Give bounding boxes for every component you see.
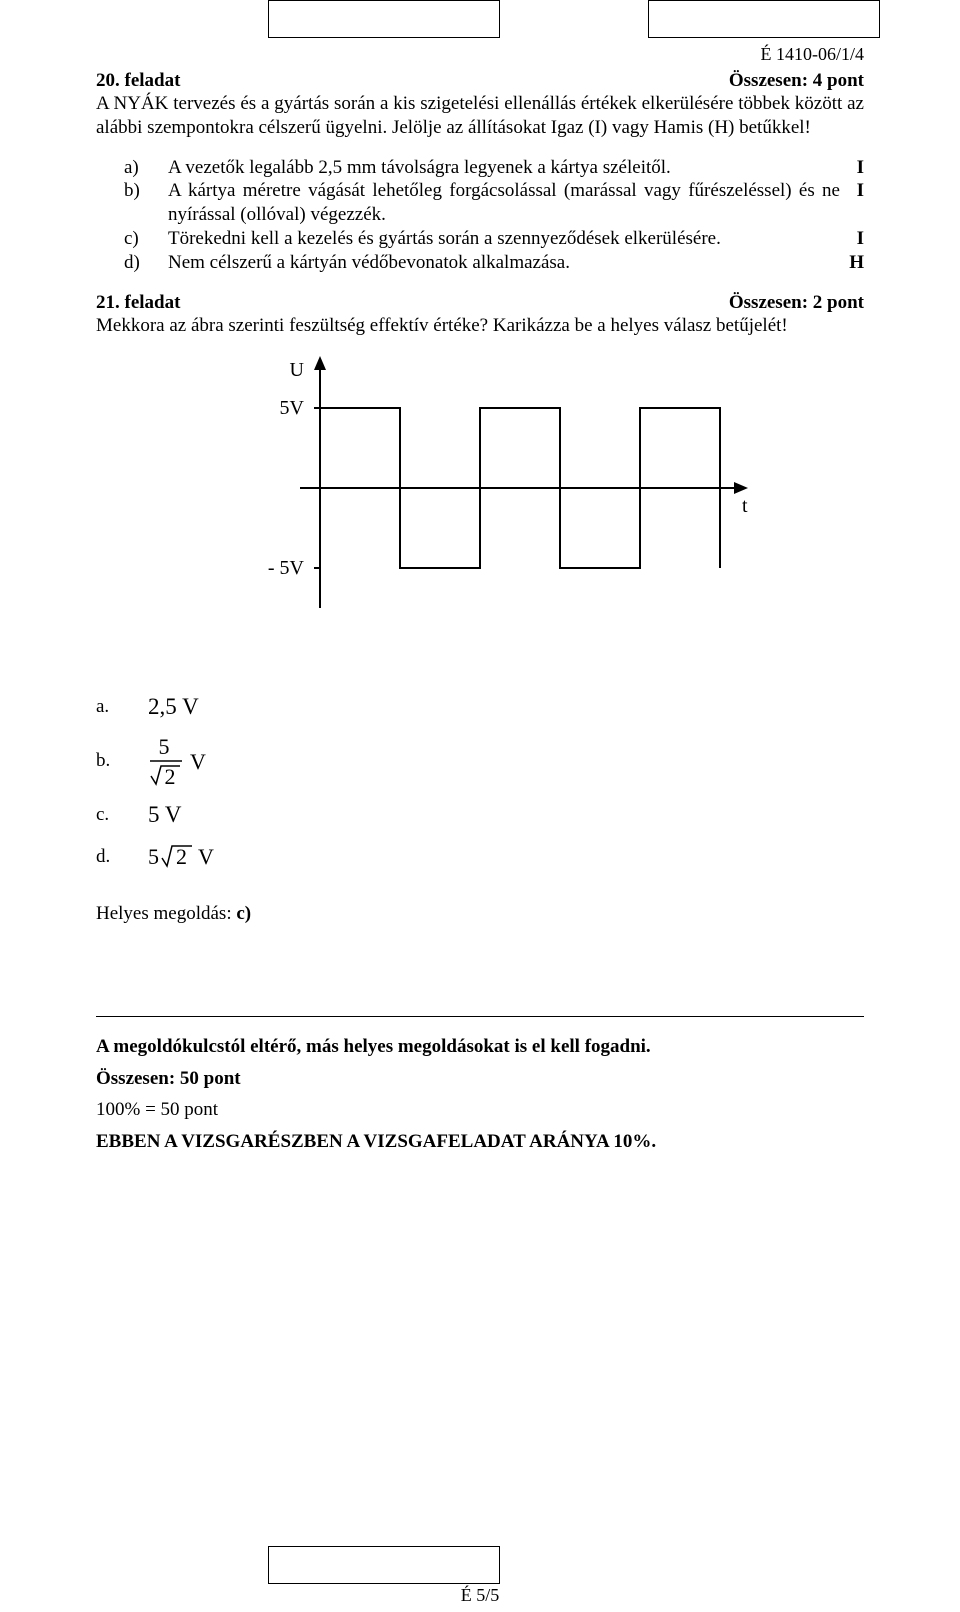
content: 20. feladat Összesen: 4 pont A NYÁK terv… (96, 70, 864, 1154)
statement-text: Nem célszerű a kártyán védőbevonatok alk… (168, 251, 840, 275)
task20-intro: A NYÁK tervezés és a gyártás során a kis… (96, 92, 864, 140)
option-d[interactable]: d. 52V (96, 842, 864, 872)
option-c[interactable]: c. 5 V (96, 802, 864, 828)
conclusion-ratio: EBBEN A VIZSGARÉSZBEN A VIZSGAFELADAT AR… (96, 1130, 864, 1154)
square-wave-svg: U 5V - 5V t (200, 348, 760, 628)
svg-text:U: U (290, 359, 305, 381)
document-id: É 1410-06/1/4 (761, 44, 865, 65)
fraction-icon: 5 2V (148, 734, 218, 788)
statement-answer: I (840, 227, 864, 251)
task21-solution: Helyes megoldás: c) (96, 902, 864, 926)
option-text: 2,5 V (148, 694, 199, 720)
statement-text: Törekedni kell a kezelés és gyártás sorá… (168, 227, 840, 251)
statement-label: b) (96, 179, 168, 203)
square-wave-chart: U 5V - 5V t (96, 348, 864, 628)
top-box-left[interactable] (268, 0, 500, 38)
statement-answer: H (840, 251, 864, 275)
task21-title: 21. feladat (96, 292, 180, 314)
option-label: b. (96, 750, 148, 772)
statement-answer: I (840, 156, 864, 180)
task20-statements: a) A vezetők legalább 2,5 mm távolságra … (96, 156, 864, 275)
top-box-right[interactable] (648, 0, 880, 38)
task21-question: Mekkora az ábra szerinti feszültség effe… (96, 314, 864, 338)
option-b[interactable]: b. 5 2V (96, 734, 864, 788)
statement-label: d) (96, 251, 168, 275)
statement-answer: I (840, 179, 864, 203)
statement-a: a) A vezetők legalább 2,5 mm távolságra … (96, 156, 864, 180)
top-input-boxes (0, 0, 960, 44)
task21-header: 21. feladat Összesen: 2 pont (96, 292, 864, 314)
solution-prefix: Helyes megoldás: (96, 903, 236, 924)
task20-points: Összesen: 4 pont (729, 70, 864, 92)
task20-header: 20. feladat Összesen: 4 pont (96, 70, 864, 92)
option-a[interactable]: a. 2,5 V (96, 694, 864, 720)
svg-text:5V: 5V (280, 397, 305, 419)
svg-text:2: 2 (165, 764, 176, 788)
conclusion-percent: 100% = 50 pont (96, 1098, 864, 1122)
svg-text:5: 5 (159, 734, 170, 759)
statement-c: c) Törekedni kell a kezelés és gyártás s… (96, 227, 864, 251)
svg-text:2: 2 (176, 844, 187, 869)
solution-answer: c) (236, 903, 251, 924)
svg-text:5: 5 (148, 844, 159, 869)
statement-label: c) (96, 227, 168, 251)
option-label: c. (96, 804, 148, 826)
conclusion-total: Összesen: 50 pont (96, 1067, 864, 1091)
sqrt-icon: 52V (148, 842, 238, 872)
task21-points: Összesen: 2 pont (729, 292, 864, 314)
statement-text: A kártya méretre vágását lehetőleg forgá… (168, 179, 840, 227)
statement-text: A vezetők legalább 2,5 mm távolságra leg… (168, 156, 840, 180)
statement-b: b) A kártya méretre vágását lehetőleg fo… (96, 179, 864, 227)
statement-d: d) Nem célszerű a kártyán védőbevonatok … (96, 251, 864, 275)
conclusion-note: A megoldókulcstól eltérő, más helyes meg… (96, 1035, 864, 1059)
statement-label: a) (96, 156, 168, 180)
svg-text:- 5V: - 5V (268, 557, 305, 579)
divider (96, 1016, 864, 1017)
svg-text:V: V (198, 844, 214, 869)
task21: 21. feladat Összesen: 2 pont Mekkora az … (96, 292, 864, 926)
option-label: d. (96, 846, 148, 868)
footer-label: É 5/5 (0, 1585, 960, 1606)
task20-title: 20. feladat (96, 70, 180, 92)
option-text: 5 V (148, 802, 181, 828)
task21-options: a. 2,5 V b. 52V c. 5 V d. 52V (96, 694, 864, 872)
page: É 1410-06/1/4 20. feladat Összesen: 4 po… (0, 0, 960, 1612)
svg-text:V: V (190, 749, 206, 774)
conclusion: A megoldókulcstól eltérő, más helyes meg… (96, 1035, 864, 1154)
option-label: a. (96, 696, 148, 718)
footer-box[interactable] (268, 1546, 500, 1584)
svg-text:t: t (742, 495, 748, 517)
